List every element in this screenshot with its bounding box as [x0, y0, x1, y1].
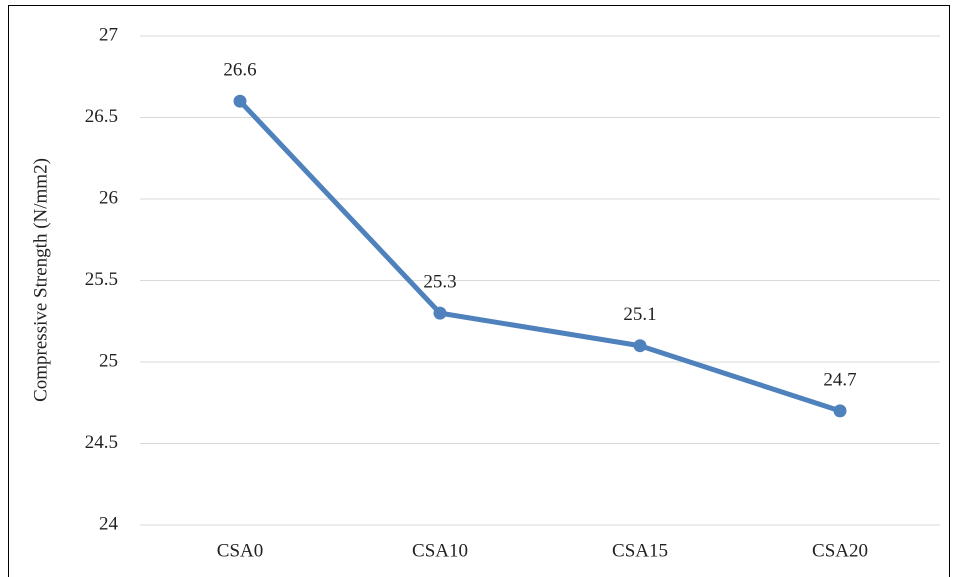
y-tick-label: 27 [99, 24, 118, 45]
x-tick-label: CSA10 [412, 540, 468, 561]
x-tick-label: CSA20 [812, 540, 868, 561]
y-tick-label: 24 [99, 513, 119, 534]
y-tick-label: 24.5 [85, 432, 118, 453]
data-label: 24.7 [823, 369, 856, 390]
data-point [833, 404, 847, 418]
data-point [433, 306, 447, 320]
data-point [633, 339, 647, 353]
y-tick-label: 26.5 [85, 106, 118, 127]
chart-border [8, 5, 950, 577]
y-tick-label: 25 [99, 350, 118, 371]
data-line [238, 99, 841, 414]
y-tick-label: 25.5 [85, 269, 118, 290]
data-label: 25.3 [423, 271, 456, 292]
data-point [233, 94, 247, 108]
x-tick-label: CSA15 [612, 540, 668, 561]
data-label: 26.6 [223, 60, 256, 81]
data-label: 25.1 [623, 304, 656, 325]
y-axis-label: Compressive Strength (N/mm2) [30, 158, 51, 402]
x-tick-label: CSA0 [217, 540, 263, 561]
y-tick-label: 26 [99, 187, 118, 208]
